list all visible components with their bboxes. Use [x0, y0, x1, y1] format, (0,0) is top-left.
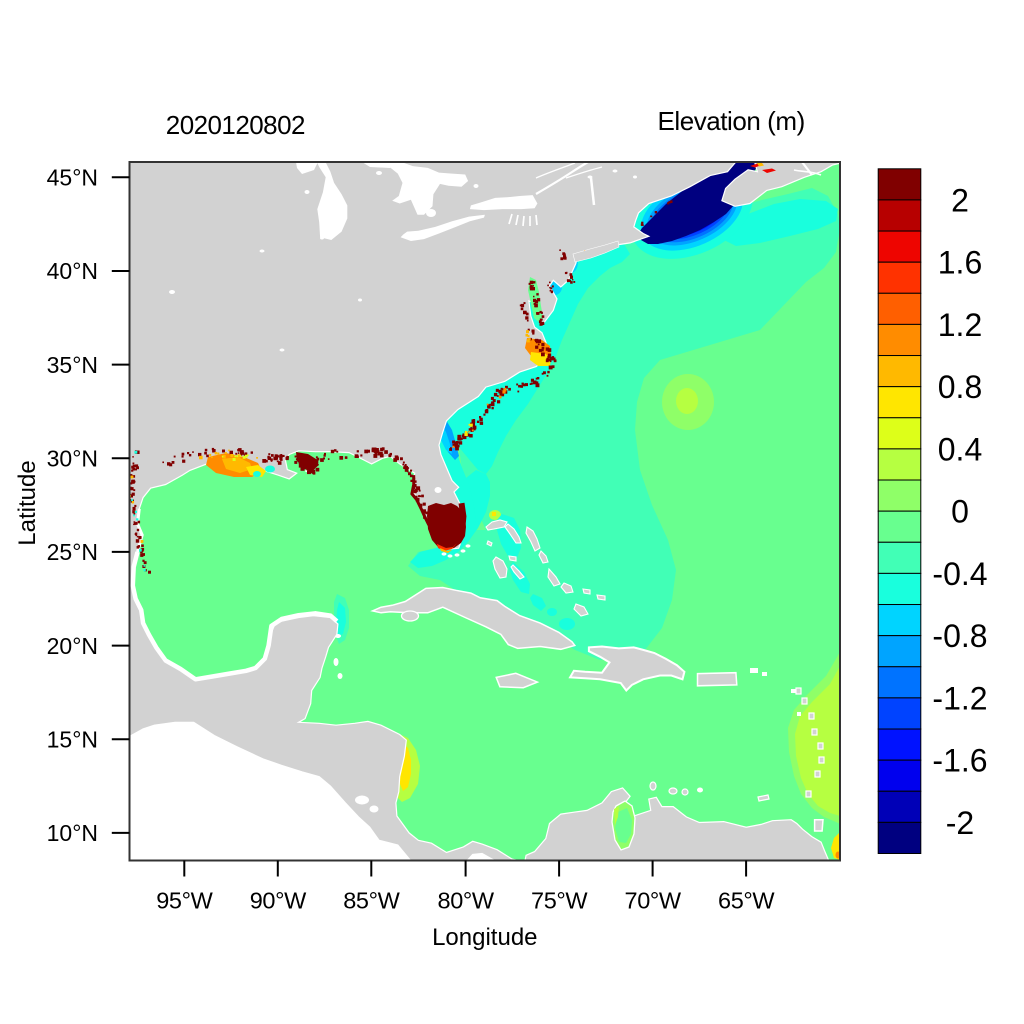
svg-text:40°N: 40°N [47, 258, 98, 284]
svg-text:70°W: 70°W [625, 888, 682, 914]
svg-text:2020120802: 2020120802 [166, 110, 305, 140]
svg-text:25°N: 25°N [47, 539, 98, 565]
svg-text:0: 0 [951, 494, 969, 530]
svg-text:90°W: 90°W [250, 888, 307, 914]
svg-text:Longitude: Longitude [432, 924, 537, 951]
svg-text:-1.6: -1.6 [932, 743, 987, 779]
svg-text:35°N: 35°N [47, 352, 98, 378]
svg-text:15°N: 15°N [47, 726, 98, 752]
svg-text:20°N: 20°N [47, 633, 98, 659]
svg-text:Latitude: Latitude [14, 460, 41, 545]
svg-text:30°N: 30°N [47, 446, 98, 472]
svg-text:85°W: 85°W [343, 888, 400, 914]
svg-text:1.2: 1.2 [938, 307, 982, 343]
svg-text:45°N: 45°N [47, 165, 98, 191]
svg-text:Elevation (m): Elevation (m) [658, 106, 805, 136]
svg-text:-0.4: -0.4 [932, 556, 987, 592]
svg-text:80°W: 80°W [438, 888, 495, 914]
svg-text:75°W: 75°W [531, 888, 588, 914]
svg-text:65°W: 65°W [718, 888, 775, 914]
svg-text:0.4: 0.4 [938, 431, 982, 467]
svg-text:2: 2 [951, 182, 969, 218]
svg-text:-0.8: -0.8 [932, 618, 987, 654]
svg-text:-1.2: -1.2 [932, 680, 987, 716]
svg-text:95°W: 95°W [156, 888, 213, 914]
svg-text:-2: -2 [946, 805, 974, 841]
svg-text:0.8: 0.8 [938, 369, 982, 405]
svg-text:10°N: 10°N [47, 820, 98, 846]
svg-text:1.6: 1.6 [938, 245, 982, 281]
